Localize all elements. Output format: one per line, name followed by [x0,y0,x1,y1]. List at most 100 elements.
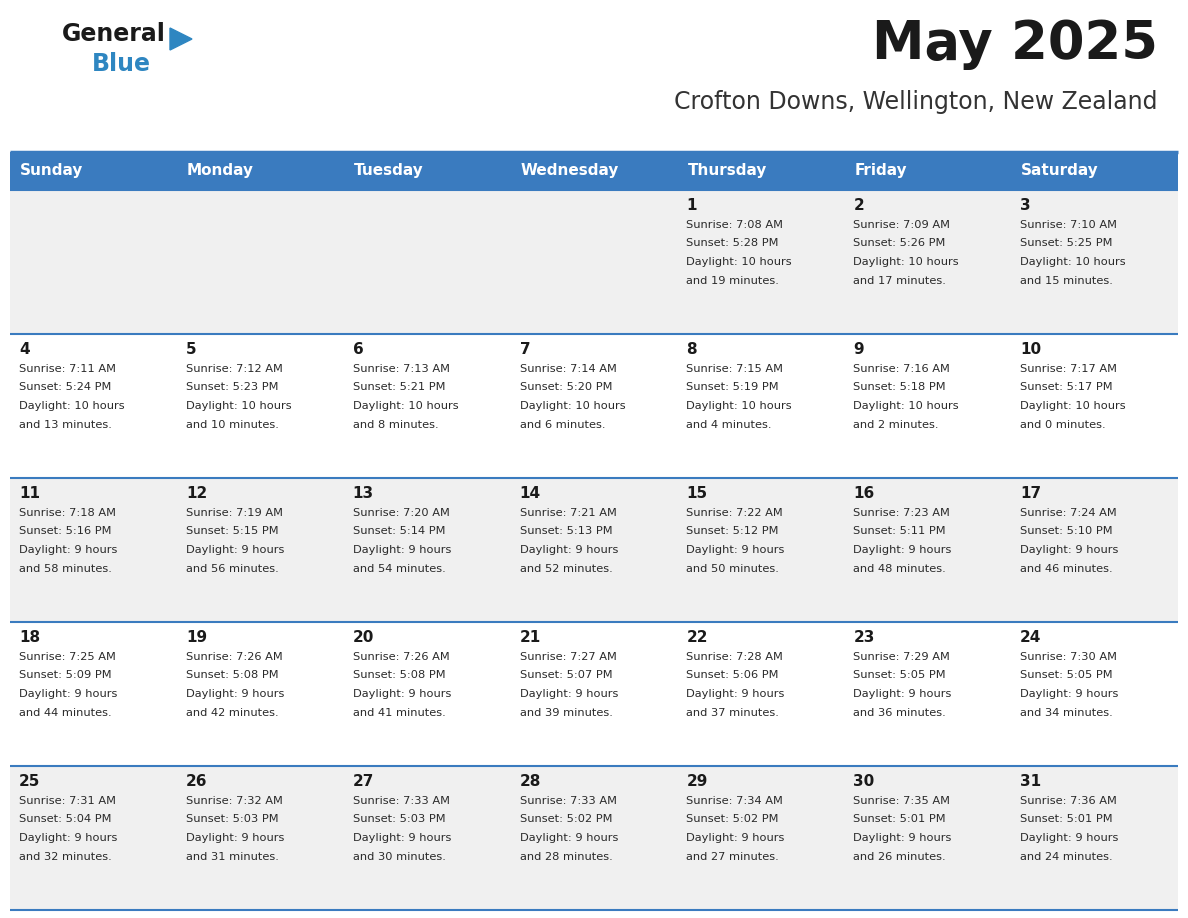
Bar [677,334,845,478]
Text: Daylight: 9 hours: Daylight: 9 hours [519,689,618,699]
Text: Sunset: 5:10 PM: Sunset: 5:10 PM [1020,527,1113,536]
Text: Daylight: 9 hours: Daylight: 9 hours [1020,545,1119,555]
Bar [343,478,511,622]
Text: and 0 minutes.: and 0 minutes. [1020,420,1106,430]
Text: and 52 minutes.: and 52 minutes. [519,564,612,574]
Text: Sunday: Sunday [20,163,83,178]
Bar [845,478,1011,622]
Text: Sunset: 5:05 PM: Sunset: 5:05 PM [1020,670,1113,680]
Text: Daylight: 10 hours: Daylight: 10 hours [853,401,959,411]
Text: Sunrise: 7:26 AM: Sunrise: 7:26 AM [185,652,283,662]
Text: 1: 1 [687,198,697,213]
Text: Daylight: 10 hours: Daylight: 10 hours [687,401,792,411]
Text: Sunrise: 7:30 AM: Sunrise: 7:30 AM [1020,652,1117,662]
Text: Daylight: 9 hours: Daylight: 9 hours [687,833,785,843]
Text: and 39 minutes.: and 39 minutes. [519,708,613,718]
Text: Sunset: 5:12 PM: Sunset: 5:12 PM [687,527,779,536]
Bar [845,190,1011,334]
Text: Sunrise: 7:28 AM: Sunrise: 7:28 AM [687,652,783,662]
Text: 14: 14 [519,486,541,501]
Text: 13: 13 [353,486,374,501]
Text: Daylight: 10 hours: Daylight: 10 hours [19,401,125,411]
Text: and 28 minutes.: and 28 minutes. [519,852,612,861]
Text: Sunset: 5:18 PM: Sunset: 5:18 PM [853,383,946,393]
Bar [1011,766,1178,910]
Text: and 48 minutes.: and 48 minutes. [853,564,946,574]
Text: Sunset: 5:25 PM: Sunset: 5:25 PM [1020,239,1113,249]
Text: 2: 2 [853,198,864,213]
Text: Sunset: 5:28 PM: Sunset: 5:28 PM [687,239,779,249]
Bar [1011,190,1178,334]
Bar [177,334,343,478]
Text: and 27 minutes.: and 27 minutes. [687,852,779,861]
Bar [177,478,343,622]
Text: Sunrise: 7:25 AM: Sunrise: 7:25 AM [19,652,116,662]
Bar [677,190,845,334]
Text: Sunset: 5:17 PM: Sunset: 5:17 PM [1020,383,1113,393]
Text: and 6 minutes.: and 6 minutes. [519,420,605,430]
Text: and 2 minutes.: and 2 minutes. [853,420,939,430]
Text: Sunrise: 7:15 AM: Sunrise: 7:15 AM [687,364,783,374]
Text: Daylight: 10 hours: Daylight: 10 hours [687,257,792,267]
Text: Daylight: 9 hours: Daylight: 9 hours [519,545,618,555]
Text: Sunrise: 7:19 AM: Sunrise: 7:19 AM [185,508,283,518]
Text: Sunrise: 7:31 AM: Sunrise: 7:31 AM [19,796,116,806]
Text: and 37 minutes.: and 37 minutes. [687,708,779,718]
Text: and 41 minutes.: and 41 minutes. [353,708,446,718]
Bar [511,334,677,478]
Text: 28: 28 [519,774,541,789]
Text: Sunrise: 7:33 AM: Sunrise: 7:33 AM [519,796,617,806]
Bar [1011,622,1178,766]
Text: Sunset: 5:21 PM: Sunset: 5:21 PM [353,383,446,393]
Bar [1011,334,1178,478]
Text: and 42 minutes.: and 42 minutes. [185,708,278,718]
Bar [343,334,511,478]
Text: Sunrise: 7:12 AM: Sunrise: 7:12 AM [185,364,283,374]
Text: Sunrise: 7:35 AM: Sunrise: 7:35 AM [853,796,950,806]
Text: Daylight: 9 hours: Daylight: 9 hours [19,833,118,843]
Text: Sunrise: 7:18 AM: Sunrise: 7:18 AM [19,508,116,518]
Bar [845,622,1011,766]
Bar [343,622,511,766]
Bar [677,152,845,190]
Text: Daylight: 10 hours: Daylight: 10 hours [1020,401,1126,411]
Text: 11: 11 [19,486,40,501]
Text: Daylight: 9 hours: Daylight: 9 hours [185,689,284,699]
Bar [1011,152,1178,190]
Text: 24: 24 [1020,630,1042,645]
Text: Sunrise: 7:32 AM: Sunrise: 7:32 AM [185,796,283,806]
Text: Sunset: 5:08 PM: Sunset: 5:08 PM [353,670,446,680]
Text: Sunset: 5:24 PM: Sunset: 5:24 PM [19,383,112,393]
Text: Sunrise: 7:27 AM: Sunrise: 7:27 AM [519,652,617,662]
Bar [10,622,177,766]
Text: and 34 minutes.: and 34 minutes. [1020,708,1113,718]
Text: Saturday: Saturday [1022,163,1099,178]
Text: 5: 5 [185,342,196,357]
Polygon shape [170,28,192,50]
Text: and 8 minutes.: and 8 minutes. [353,420,438,430]
Text: Daylight: 9 hours: Daylight: 9 hours [353,689,451,699]
Text: Monday: Monday [187,163,254,178]
Bar [343,190,511,334]
Text: Daylight: 9 hours: Daylight: 9 hours [1020,689,1119,699]
Text: 21: 21 [519,630,541,645]
Text: Sunrise: 7:21 AM: Sunrise: 7:21 AM [519,508,617,518]
Bar [677,622,845,766]
Text: Sunrise: 7:29 AM: Sunrise: 7:29 AM [853,652,950,662]
Text: Sunrise: 7:33 AM: Sunrise: 7:33 AM [353,796,450,806]
Text: Daylight: 9 hours: Daylight: 9 hours [185,545,284,555]
Text: and 19 minutes.: and 19 minutes. [687,275,779,285]
Text: Sunset: 5:03 PM: Sunset: 5:03 PM [353,814,446,824]
Text: Daylight: 9 hours: Daylight: 9 hours [353,545,451,555]
Bar [511,478,677,622]
Text: Thursday: Thursday [688,163,766,178]
Text: Daylight: 9 hours: Daylight: 9 hours [519,833,618,843]
Text: Sunrise: 7:24 AM: Sunrise: 7:24 AM [1020,508,1117,518]
Text: and 26 minutes.: and 26 minutes. [853,852,946,861]
Text: Sunrise: 7:20 AM: Sunrise: 7:20 AM [353,508,449,518]
Text: Sunset: 5:04 PM: Sunset: 5:04 PM [19,814,112,824]
Text: Sunset: 5:16 PM: Sunset: 5:16 PM [19,527,112,536]
Bar [177,190,343,334]
Text: Sunset: 5:08 PM: Sunset: 5:08 PM [185,670,278,680]
Text: and 10 minutes.: and 10 minutes. [185,420,279,430]
